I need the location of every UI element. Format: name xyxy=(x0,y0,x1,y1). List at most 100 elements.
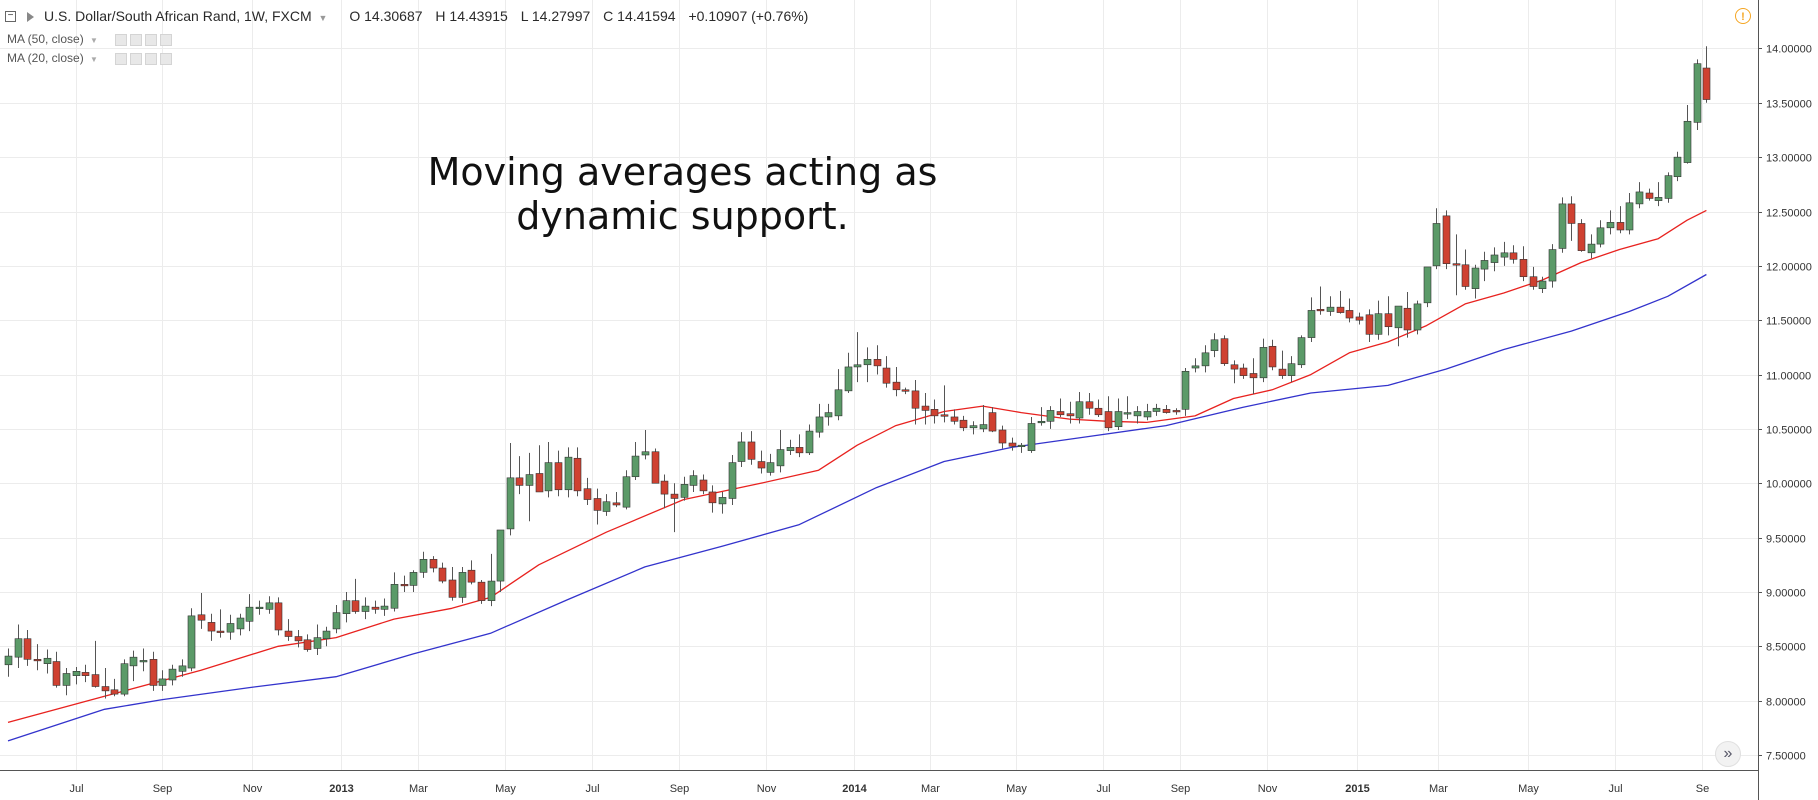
more-icon[interactable] xyxy=(145,52,158,65)
candle-up xyxy=(14,638,23,658)
candle-up xyxy=(776,449,785,467)
time-tick-label: Nov xyxy=(757,783,777,795)
candle-up xyxy=(1191,365,1200,369)
indicator-ma20[interactable]: MA (20, close) ▼ xyxy=(7,51,175,65)
eye-icon[interactable] xyxy=(115,52,128,65)
scroll-to-realtime-button[interactable]: » xyxy=(1715,741,1741,767)
annotation-line-2: dynamic support. xyxy=(516,194,849,238)
gear-icon[interactable] xyxy=(130,52,143,65)
candle-up xyxy=(805,430,814,454)
candle-down xyxy=(207,622,216,632)
candle-up xyxy=(1287,363,1296,376)
candle-down xyxy=(1365,314,1374,335)
time-axis[interactable]: Jul Sep Nov 2013 Mar May Jul Sep Nov 2014 Mar May Ju… xyxy=(0,770,1758,796)
change-value: +0.10907 (+0.76%) xyxy=(688,8,809,24)
candle-down xyxy=(940,414,949,417)
candle-down xyxy=(651,451,660,484)
time-tick-label: 2014 xyxy=(842,783,867,795)
candle-down xyxy=(448,579,457,598)
warning-icon[interactable]: ! xyxy=(1735,8,1751,24)
candle-up xyxy=(409,572,418,586)
candle-up xyxy=(342,600,351,614)
time-tick-label: 2015 xyxy=(1345,783,1369,795)
close-value: C 14.41594 xyxy=(603,8,676,24)
price-tick-label: 13.00000 xyxy=(1766,153,1812,165)
more-icon[interactable] xyxy=(145,33,158,46)
eye-icon[interactable] xyxy=(115,33,128,46)
candle-down xyxy=(1249,373,1258,379)
price-tick-label: 12.50000 xyxy=(1766,208,1812,220)
chevron-down-icon[interactable]: ▼ xyxy=(90,36,98,45)
flag-icon[interactable] xyxy=(27,12,34,22)
candle-up xyxy=(1374,313,1383,335)
candle-down xyxy=(1442,215,1451,264)
candle-up xyxy=(863,359,872,366)
high-value: H 14.43915 xyxy=(435,8,508,24)
ma50-line xyxy=(7,273,1707,742)
time-tick-label: May xyxy=(1518,783,1539,795)
chevron-down-icon[interactable]: ▼ xyxy=(318,13,328,23)
candle-down xyxy=(23,638,32,660)
candle-up xyxy=(226,623,235,633)
candle-down xyxy=(515,477,524,486)
candle-up xyxy=(1500,252,1509,258)
candle-up xyxy=(1654,197,1663,201)
indicator-label[interactable]: MA (20, close) xyxy=(7,51,84,65)
candle-down xyxy=(371,606,380,610)
collapse-legend-icon[interactable]: − xyxy=(5,11,16,22)
candle-up xyxy=(313,637,322,649)
candle-up xyxy=(178,665,187,672)
candle-up xyxy=(506,477,515,530)
candle-down xyxy=(757,461,766,469)
candle-down xyxy=(882,367,891,384)
gear-icon[interactable] xyxy=(130,33,143,46)
candle-up xyxy=(1548,249,1557,282)
candle-down xyxy=(959,419,968,429)
candle-down xyxy=(1577,223,1586,251)
candle-down xyxy=(901,389,910,392)
candle-down xyxy=(1104,411,1113,429)
candle-up xyxy=(1413,303,1422,331)
candle-up xyxy=(1490,254,1499,263)
candle-down xyxy=(950,416,959,422)
indicator-label[interactable]: MA (50, close) xyxy=(7,32,84,46)
candle-up xyxy=(544,462,553,492)
candle-down xyxy=(1345,310,1354,319)
indicator-ma50[interactable]: MA (50, close) ▼ xyxy=(7,32,175,46)
symbol-title[interactable]: U.S. Dollar/South African Rand, 1W, FXCM xyxy=(44,8,312,24)
price-tick-label: 13.50000 xyxy=(1766,99,1812,111)
price-axis[interactable]: 7.50000 8.00000 8.50000 9.00000 9.50000 10.00… xyxy=(1758,0,1812,800)
time-tick-label: Jul xyxy=(585,783,599,795)
candle-up xyxy=(1471,267,1480,289)
time-tick-label: Sep xyxy=(153,783,173,795)
candle-down xyxy=(1316,309,1325,312)
time-tick-label: Se xyxy=(1696,783,1709,795)
close-icon[interactable] xyxy=(160,33,173,46)
chevron-down-icon[interactable]: ▼ xyxy=(90,55,98,64)
candle-down xyxy=(1172,410,1181,413)
candle-up xyxy=(1480,260,1489,270)
candle-up xyxy=(1027,423,1036,451)
price-tick-label: 11.50000 xyxy=(1766,316,1811,328)
candle-up xyxy=(1635,191,1644,205)
candle-up xyxy=(834,389,843,417)
close-icon[interactable] xyxy=(160,52,173,65)
candle-up xyxy=(1210,339,1219,351)
candle-up xyxy=(564,456,573,491)
price-tick-label: 8.50000 xyxy=(1766,642,1806,654)
candle-up xyxy=(1538,280,1547,289)
time-tick-label: Jul xyxy=(1096,783,1110,795)
candle-up xyxy=(1297,337,1306,366)
candle-up xyxy=(1307,310,1316,338)
candle-up xyxy=(1152,407,1161,412)
candle-down xyxy=(930,409,939,417)
chart-annotation: Moving averages acting as dynamic suppor… xyxy=(400,150,965,238)
candle-down xyxy=(911,390,920,409)
candle-up xyxy=(786,447,795,451)
candle-up xyxy=(1664,175,1673,199)
candle-up xyxy=(1133,411,1142,417)
candle-down xyxy=(284,630,293,637)
indicator-controls xyxy=(115,32,175,46)
candle-down xyxy=(699,479,708,492)
